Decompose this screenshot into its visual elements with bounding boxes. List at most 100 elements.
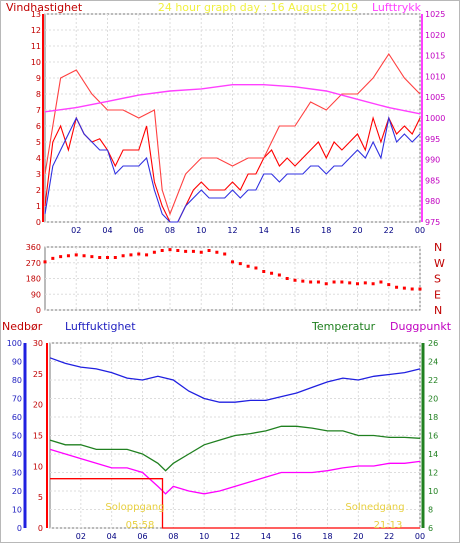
- direction-tick-label: 270: [26, 259, 41, 268]
- direction-point: [98, 256, 102, 259]
- wind-x-tick-label: 10: [196, 226, 206, 235]
- sunset-label: Solnedgang: [345, 502, 404, 513]
- direction-point: [129, 253, 133, 257]
- series-temperatur: [49, 425, 421, 472]
- rain-tick-label: 5: [38, 493, 43, 502]
- pressure-tick-label: 1015: [425, 52, 445, 61]
- pressure-tick-label: 1025: [425, 10, 445, 19]
- climate-x-tick-label: 16: [292, 532, 302, 541]
- series-vindkast: [44, 52, 421, 216]
- direction-point: [90, 255, 94, 259]
- humidity-tick-label: 20: [12, 487, 22, 496]
- compass-label: S: [434, 273, 441, 286]
- wind-tick-label: 11: [31, 42, 41, 51]
- pressure-tick-label: 1005: [425, 93, 445, 102]
- wind-x-tick-label: 22: [384, 226, 394, 235]
- wind-x-tick-label: 12: [227, 226, 237, 235]
- wind-x-tick-label: 20: [352, 226, 362, 235]
- direction-point: [238, 262, 242, 266]
- direction-point: [316, 280, 320, 284]
- climate-x-tick-label: 12: [230, 532, 240, 541]
- wind-tick-label: 3: [36, 170, 41, 179]
- humidity-tick-label: 10: [12, 506, 22, 515]
- direction-point: [215, 250, 219, 254]
- direction-tick-label: 90: [31, 290, 41, 299]
- direction-point: [106, 256, 109, 259]
- rain-tick-label: 20: [33, 401, 43, 410]
- wind-x-tick-label: 04: [102, 226, 112, 235]
- temperature-tick-label: 22: [428, 376, 438, 385]
- direction-point: [43, 260, 47, 264]
- sunrise-time: 05:58: [126, 520, 155, 531]
- direction-tick-label: 180: [26, 275, 41, 284]
- wind-chart-title: 24 hour graph day : 16 August 2019: [158, 1, 358, 14]
- wind-x-tick-label: 06: [134, 226, 144, 235]
- sunrise-label: Soloppgang: [105, 502, 164, 513]
- direction-point: [254, 266, 258, 270]
- wind-x-tick-label: 02: [71, 226, 81, 235]
- humidity-axis-label: Luftfuktighet: [65, 320, 136, 333]
- wind-axis-label: Vindhastighet: [6, 1, 83, 14]
- wind-x-tick-label: 16: [290, 226, 300, 235]
- direction-point: [176, 249, 180, 252]
- rain-tick-label: 25: [33, 370, 43, 379]
- direction-point: [191, 249, 195, 253]
- pressure-tick-label: 1020: [425, 31, 445, 40]
- direction-point: [332, 280, 336, 284]
- direction-point: [348, 281, 352, 285]
- wind-x-tick-label: 08: [165, 226, 175, 235]
- direction-point: [246, 264, 250, 268]
- climate-x-tick-label: 04: [107, 532, 117, 541]
- humidity-tick-label: 50: [12, 432, 22, 441]
- wind-x-tick-label: 14: [259, 226, 269, 235]
- pressure-axis-label: Lufttrykk: [372, 1, 422, 14]
- humidity-tick-label: 70: [12, 395, 22, 404]
- humidity-tick-label: 60: [12, 413, 22, 422]
- rain-tick-label: 10: [33, 462, 43, 471]
- dewpoint-axis-label: Duggpunkt: [390, 320, 452, 333]
- series-duggpunkt: [49, 448, 421, 495]
- direction-point: [387, 283, 391, 287]
- humidity-tick-label: 30: [12, 469, 22, 478]
- direction-point: [223, 252, 227, 256]
- wind-tick-label: 2: [36, 186, 41, 195]
- compass-label: W: [434, 257, 445, 270]
- compass-label: N: [434, 241, 442, 254]
- series-luftfuktighet: [49, 357, 421, 403]
- direction-tick-label: 0: [36, 306, 41, 315]
- climate-x-tick-label: 00: [415, 532, 425, 541]
- direction-point: [285, 277, 289, 280]
- direction-point: [184, 249, 188, 253]
- direction-point: [363, 281, 367, 285]
- climate-x-tick-label: 02: [76, 532, 86, 541]
- rain-tick-label: 30: [33, 339, 43, 348]
- direction-point: [402, 286, 406, 290]
- temperature-tick-label: 16: [428, 432, 438, 441]
- pressure-tick-label: 995: [425, 135, 440, 144]
- compass-label: N: [434, 304, 442, 317]
- direction-point: [410, 287, 414, 291]
- climate-x-tick-label: 08: [168, 532, 178, 541]
- direction-point: [309, 280, 313, 284]
- wind-tick-label: 0: [36, 218, 41, 227]
- climate-x-tick-label: 20: [353, 532, 363, 541]
- temperature-tick-label: 18: [428, 413, 438, 422]
- pressure-tick-label: 975: [425, 218, 440, 227]
- temperature-tick-label: 6: [428, 524, 433, 533]
- wind-tick-label: 10: [31, 58, 41, 67]
- direction-point: [270, 271, 274, 275]
- wind-tick-label: 12: [31, 26, 41, 35]
- direction-point: [395, 285, 399, 289]
- rain-axis-label: Nedbør: [2, 320, 43, 333]
- climate-x-tick-label: 14: [261, 532, 271, 541]
- pressure-tick-label: 980: [425, 197, 440, 206]
- humidity-tick-label: 40: [12, 450, 22, 459]
- wind-tick-label: 7: [36, 106, 41, 115]
- direction-point: [301, 279, 305, 283]
- temperature-tick-label: 10: [428, 487, 438, 496]
- climate-x-tick-label: 18: [322, 532, 332, 541]
- series-lufttrykk: [44, 83, 421, 115]
- humidity-tick-label: 80: [12, 376, 22, 385]
- direction-point: [152, 250, 156, 254]
